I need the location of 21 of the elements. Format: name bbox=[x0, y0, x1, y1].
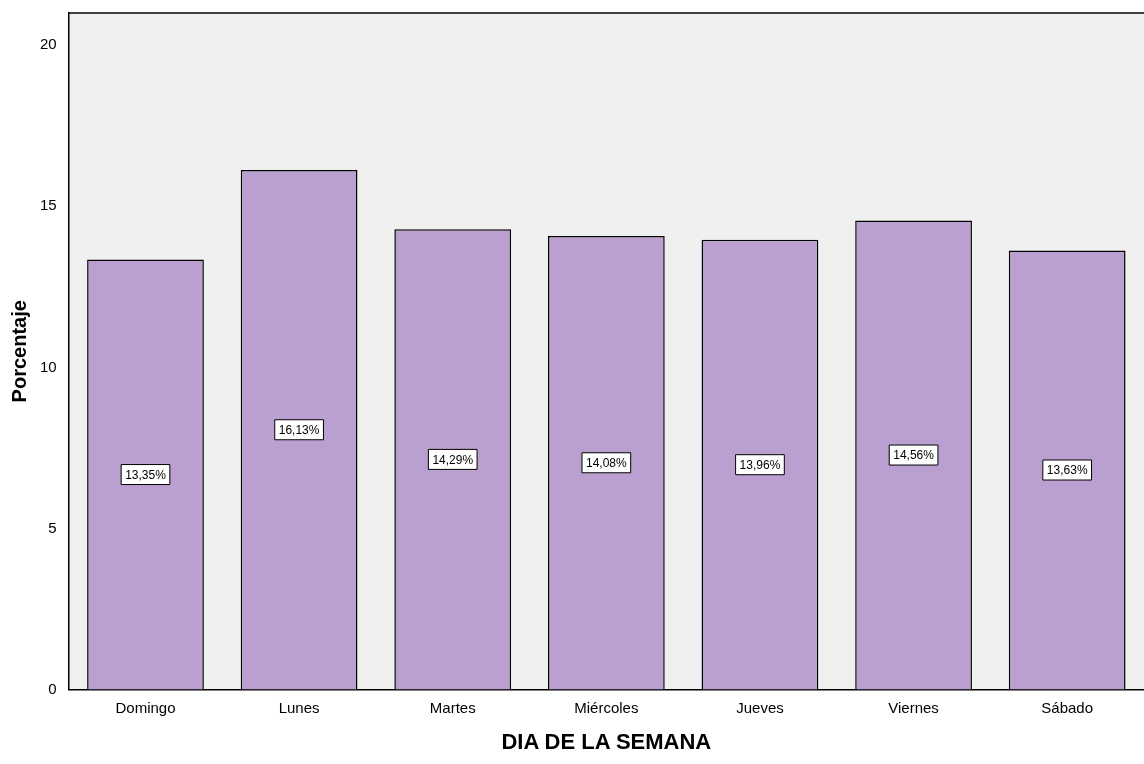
x-tick-label: Lunes bbox=[278, 698, 320, 716]
data-label: 14,08% bbox=[585, 456, 628, 471]
data-label: 13,35% bbox=[125, 467, 167, 482]
y-tick-label: 10 bbox=[40, 357, 57, 375]
data-label: 14,56% bbox=[893, 448, 935, 463]
data-label: 14,29% bbox=[432, 452, 474, 467]
y-axis-title: Porcentaje bbox=[7, 300, 30, 403]
y-tick-label: 5 bbox=[48, 518, 57, 536]
x-tick-label: Sábado bbox=[1041, 698, 1094, 716]
x-tick-label: Miércoles bbox=[574, 698, 639, 716]
data-label: 13,96% bbox=[739, 458, 781, 473]
x-axis-title: DIA DE LA SEMANA bbox=[501, 728, 712, 754]
y-tick-label: 20 bbox=[40, 35, 57, 53]
data-label: 13,63% bbox=[1046, 463, 1088, 478]
x-tick-label: Viernes bbox=[888, 698, 939, 716]
y-tick-label: 15 bbox=[40, 196, 57, 214]
y-tick-label: 0 bbox=[48, 679, 57, 697]
x-tick-label: Martes bbox=[429, 698, 476, 716]
data-label: 16,13% bbox=[278, 423, 320, 438]
x-tick-label: Domingo bbox=[115, 698, 176, 716]
x-tick-label: Jueves bbox=[736, 698, 784, 716]
